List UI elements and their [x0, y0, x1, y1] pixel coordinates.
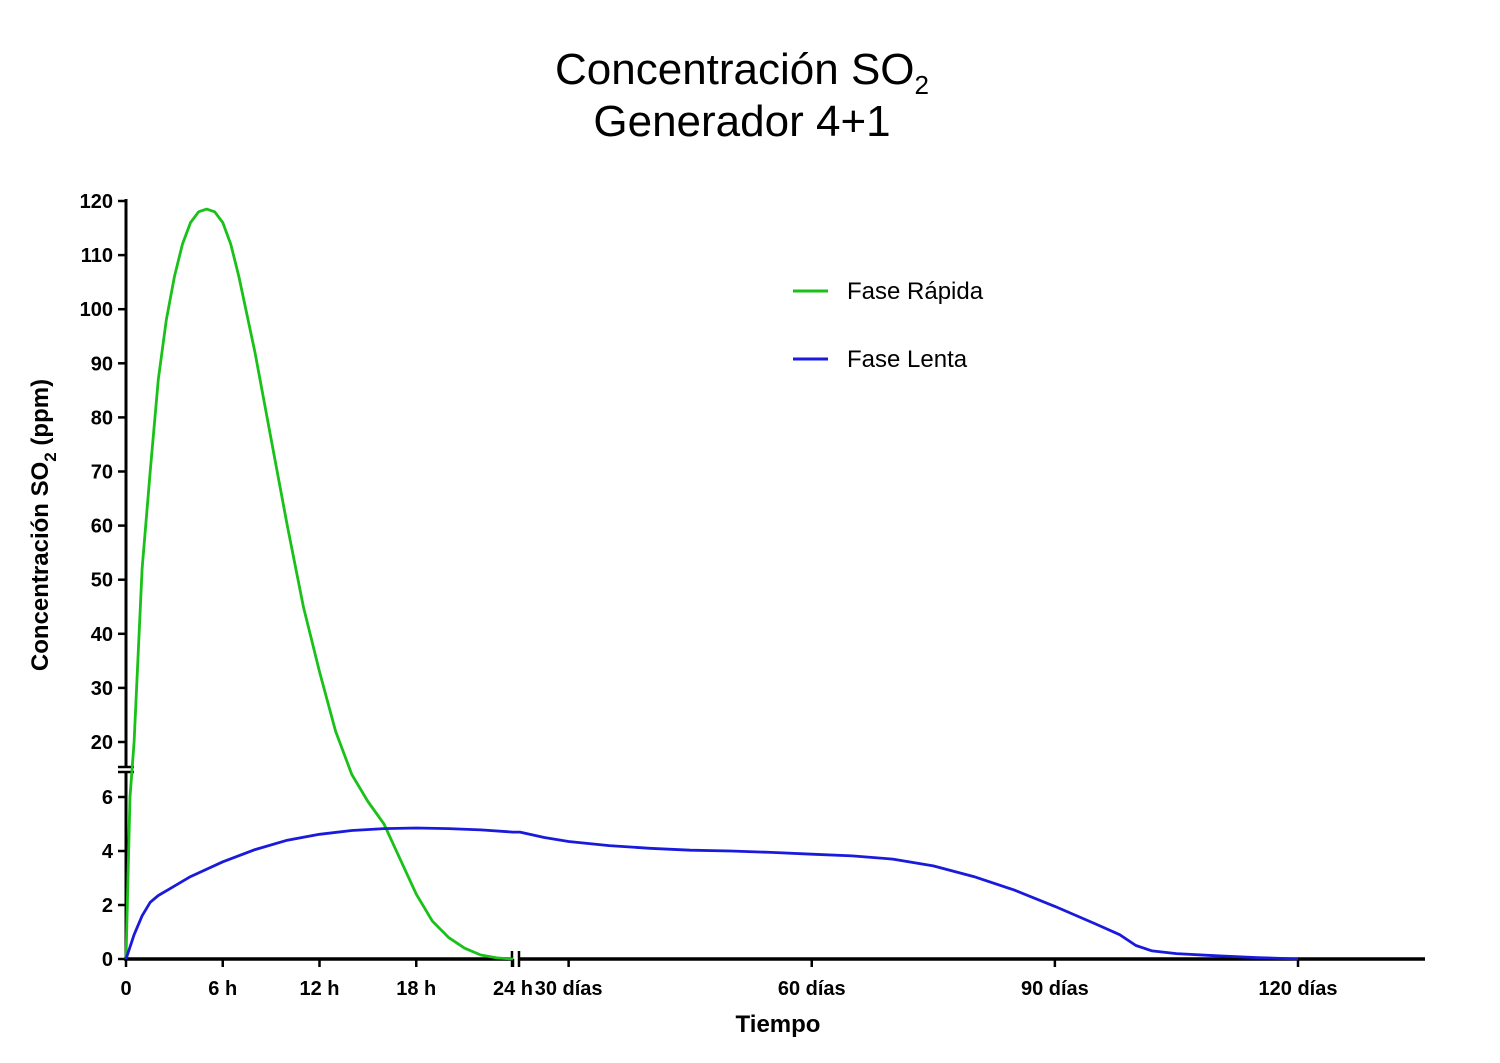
- x-tick-label: 30 días: [535, 978, 603, 1000]
- y-tick-label: 30: [91, 678, 113, 700]
- series-line-fase-lenta: [124, 826, 1299, 961]
- axes: 0 2 4 6 20 30 40 50 60 70 80 90 100 110 120 0 6 h 12 h 18 …: [80, 191, 1425, 1000]
- x-tick-label: 0: [120, 978, 131, 1000]
- y-tick-label: 90: [91, 353, 113, 375]
- y-tick-label: 80: [91, 407, 113, 429]
- series-layer: [124, 207, 1299, 961]
- x-tick-label: 18 h: [396, 978, 436, 1000]
- y-tick-label: 40: [91, 624, 113, 646]
- y-tick-label: 120: [80, 191, 113, 213]
- y-axis-title-subscript: 2: [41, 452, 60, 461]
- x-tick-label: 6 h: [208, 978, 237, 1000]
- y-tick-label: 100: [80, 299, 113, 321]
- y-tick-label: 4: [102, 841, 114, 863]
- series-line-fase-rapida: [124, 207, 514, 961]
- y-tick-label: 0: [102, 949, 113, 971]
- y-tick-label: 50: [91, 570, 113, 592]
- x-tick-label: 60 días: [778, 978, 846, 1000]
- y-axis-title: Concentración SO2 (ppm): [27, 379, 60, 671]
- x-tick-label: 120 días: [1259, 978, 1338, 1000]
- x-tick-label: 90 días: [1021, 978, 1089, 1000]
- x-axis-title: Tiempo: [736, 1011, 821, 1038]
- y-tick-label: 2: [102, 895, 113, 917]
- y-tick-label: 70: [91, 462, 113, 484]
- chart-title: Concentración SO2 Generador 4+1: [0, 44, 1484, 148]
- y-tick-label: 6: [102, 787, 113, 809]
- legend: Fase Rápida Fase Lenta: [793, 278, 984, 373]
- y-tick-label: 110: [81, 245, 113, 267]
- y-tick-label: 20: [91, 732, 113, 754]
- chart-title-line-2: Generador 4+1: [593, 97, 891, 146]
- x-tick-label: 12 h: [299, 978, 339, 1000]
- chart-title-line-1: Concentración SO2: [555, 45, 929, 100]
- legend-label: Fase Rápida: [847, 278, 984, 305]
- x-tick-label: 24 h: [493, 978, 533, 1000]
- y-tick-label: 60: [91, 516, 113, 538]
- legend-label: Fase Lenta: [847, 346, 968, 373]
